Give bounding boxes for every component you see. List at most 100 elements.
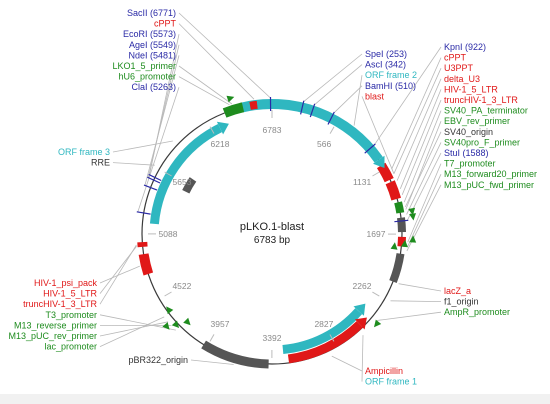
sv40pro-f-primer-triangle <box>409 213 416 221</box>
leader-line <box>314 64 363 106</box>
leader-line <box>406 142 442 215</box>
position-tick-label: 6218 <box>211 139 230 149</box>
position-tick-mark <box>209 126 215 134</box>
position-tick-label: 5653 <box>173 177 192 187</box>
leader-line <box>333 85 363 114</box>
bottom-strip <box>0 394 550 404</box>
leader-line <box>99 265 140 284</box>
leader-line <box>137 87 180 213</box>
ecori-site-mark <box>148 173 162 182</box>
top-mid-label: ORF frame 2 <box>365 70 417 80</box>
lac-promoter-triangle <box>166 306 174 315</box>
right-label: KpnI (922) <box>444 42 486 52</box>
orf-frame-3-arrowhead <box>216 121 229 135</box>
top-mid-label: SpeI (253) <box>365 49 407 59</box>
right-label: SV40pro_F_primer <box>444 137 520 147</box>
position-tick-mark <box>329 126 335 134</box>
kpni-site-mark <box>364 143 376 154</box>
top-left-label: EcoRI (5573) <box>123 29 176 39</box>
blast-arc-upper <box>376 162 394 183</box>
leader-line <box>405 121 442 210</box>
position-tick-mark <box>372 291 380 297</box>
position-tick-mark <box>329 334 335 342</box>
leader-line <box>401 99 442 195</box>
left-bottom-label: HIV-1_5_LTR <box>43 289 97 299</box>
top-left-label: ClaI (5263) <box>131 82 176 92</box>
orf-frame-3-arc <box>149 124 223 225</box>
position-tick-label: 2262 <box>353 281 372 291</box>
right-label: U3PPT <box>444 63 474 73</box>
bottom-right-label: Ampicillin <box>365 366 403 376</box>
leader-line <box>393 68 442 174</box>
rre-arc <box>182 177 197 194</box>
leader-line <box>112 140 173 153</box>
top-left-label: LKO1_5_primer <box>112 61 176 71</box>
leader-line <box>407 174 442 248</box>
right-label: M13_forward20_primer <box>444 169 537 179</box>
leader-line <box>178 23 255 100</box>
ndei-site-mark <box>143 184 158 191</box>
clai-site-mark <box>136 211 151 215</box>
top-left-label: NdeI (5481) <box>128 50 176 60</box>
m13-forward20-triangle <box>400 239 408 248</box>
left-bottom-label: T3_promoter <box>45 310 97 320</box>
leader-line <box>353 75 363 126</box>
leader-line <box>390 300 442 302</box>
position-tick-label: 6783 <box>263 125 282 135</box>
lko1-primer-triangle <box>226 95 235 103</box>
orf-frame-2-arrowhead <box>373 155 385 168</box>
t3-promoter-triangle <box>183 317 191 326</box>
leader-line <box>99 321 169 337</box>
m13-reverse-triangle <box>171 320 180 328</box>
position-tick-label: 566 <box>317 139 331 149</box>
right-bottom-label: AmpR_promoter <box>444 307 510 317</box>
leader-line <box>178 76 230 106</box>
psi-pack-arc <box>138 253 154 276</box>
top-mid-label: AscI (342) <box>365 60 406 70</box>
position-tick-mark <box>164 291 172 297</box>
left-bottom-label: HIV-1_psi_pack <box>34 278 98 288</box>
right-bottom-label: f1_origin <box>444 297 479 307</box>
right-bottom-label: lacZ_a <box>444 286 471 296</box>
leader-line <box>374 46 442 145</box>
leader-line <box>99 316 165 347</box>
plasmid-size: 6783 bp <box>254 235 291 246</box>
blast-arc-lower <box>385 180 402 201</box>
position-tick-label: 5088 <box>159 229 178 239</box>
m13-puc-rev-triangle <box>162 322 170 330</box>
position-tick-mark <box>372 171 380 177</box>
position-ticks: 6783 566 1131 1697 2262 2827 3392 3957 4522 5088 5… <box>148 110 396 358</box>
leader-line <box>331 355 363 372</box>
agei-site-mark <box>147 176 161 184</box>
feature-arcs <box>136 95 417 369</box>
position-tick-mark <box>164 171 172 177</box>
position-tick-mark <box>209 334 215 342</box>
leader-line <box>112 162 155 166</box>
top-left-label: SacII (6771) <box>127 8 176 18</box>
m13-puc-fwd-triangle <box>390 242 398 250</box>
sv40-origin-arc <box>394 201 405 214</box>
leader-line <box>303 53 363 103</box>
position-tick-label: 2827 <box>314 319 333 329</box>
grey-right-arc <box>389 253 405 284</box>
ampicillin-arc <box>287 321 363 364</box>
position-tick-label: 3392 <box>263 333 282 343</box>
leader-line <box>144 55 180 186</box>
leader-line <box>361 96 395 174</box>
ampr-promoter-triangle <box>374 319 382 328</box>
top-left-label: cPPT <box>154 19 177 29</box>
left-bottom-label: truncHIV-1_3_LTR <box>23 299 97 309</box>
leader-line <box>178 12 271 99</box>
right-label: truncHIV-1_3_LTR <box>444 95 518 105</box>
left-mid-label: ORF frame 3 <box>58 147 110 157</box>
pbr322-origin-arc <box>201 340 269 369</box>
stui-site-mark <box>394 219 409 223</box>
top-mid-label: BamHI (510) <box>365 81 416 91</box>
leader-line <box>399 89 442 189</box>
leader-line <box>396 78 442 181</box>
leader-line <box>147 44 180 178</box>
plasmid-name: pLKO.1-blast <box>240 221 304 233</box>
bamhi-site-mark <box>327 111 335 125</box>
label-leaders <box>99 12 442 382</box>
